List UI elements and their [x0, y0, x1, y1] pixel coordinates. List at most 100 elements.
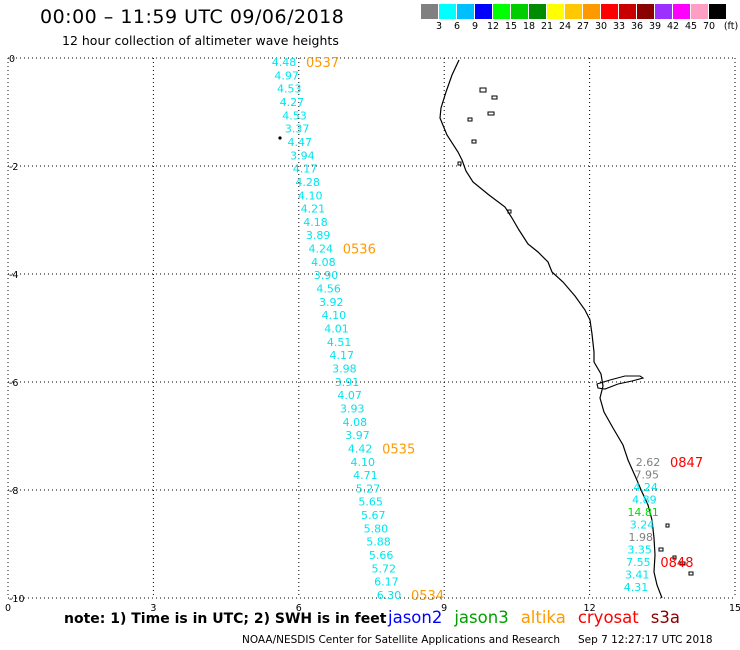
color-scale-tick: 6 — [453, 21, 461, 32]
color-swatch — [583, 4, 601, 19]
wave-height-label: 5.65 — [358, 496, 383, 509]
color-scale-tick: 36 — [630, 21, 644, 32]
wave-height-label: 3.41 — [625, 569, 650, 582]
credit-text: NOAA/NESDIS Center for Satellite Applica… — [242, 634, 560, 646]
color-swatch — [565, 4, 583, 19]
wave-height-label: 3.90 — [314, 269, 339, 282]
timestamp: Sep 7 12:27:17 UTC 2018 — [578, 634, 713, 646]
color-scale-tick: 30 — [594, 21, 608, 32]
wave-height-label: 4.10 — [298, 189, 323, 202]
small-island — [507, 209, 512, 214]
x-tick-label: 12 — [584, 603, 596, 614]
coastline — [439, 59, 663, 599]
wave-height-label: 6.17 — [374, 576, 399, 589]
x-tick-label: 15 — [729, 603, 740, 614]
color-scale-tick: 9 — [471, 21, 479, 32]
color-swatch — [511, 4, 529, 19]
wave-height-label: 5.66 — [369, 549, 394, 562]
small-island — [672, 555, 677, 560]
color-swatch — [637, 4, 655, 19]
color-scale-tick: 42 — [666, 21, 680, 32]
wave-height-label: 4.42 — [348, 442, 373, 455]
wave-height-label: 4.31 — [624, 581, 649, 594]
wave-height-label: 4.08 — [343, 416, 368, 429]
wave-height-label: 1.98 — [629, 531, 654, 544]
y-tick-label: -4 — [9, 270, 18, 281]
mission-legend-item: s3a — [650, 608, 680, 627]
wave-height-label: 4.17 — [330, 349, 355, 362]
color-swatch — [475, 4, 493, 19]
mission-legend-item: cryosat — [577, 608, 639, 627]
wave-height-label: 4.08 — [311, 256, 336, 269]
color-scale-tick: 15 — [504, 21, 518, 32]
footer: NOAA/NESDIS Center for Satellite Applica… — [242, 634, 713, 646]
pass-time-label: 0536 — [343, 243, 376, 258]
x-tick-label: 3 — [150, 603, 156, 614]
small-island — [457, 161, 462, 166]
color-scale-tick: 33 — [612, 21, 626, 32]
small-island — [467, 117, 473, 122]
pass-time-label: 0535 — [382, 442, 415, 457]
wave-height-label: 4.17 — [293, 163, 318, 176]
pass-time-label: 0537 — [306, 56, 339, 71]
color-scale-tick: 39 — [648, 21, 662, 32]
wave-height-label: 4.18 — [303, 216, 328, 229]
wave-height-label: 4.24 — [309, 243, 334, 256]
color-scale-unit: (ft) — [723, 21, 739, 32]
color-scale-tick: 70 — [702, 21, 716, 32]
small-island — [658, 547, 664, 552]
chart-subtitle: 12 hour collection of altimeter wave hei… — [62, 33, 339, 48]
x-tick-label: 0 — [5, 603, 11, 614]
color-scale-tick: 12 — [486, 21, 500, 32]
small-island — [491, 95, 498, 100]
wave-height-label: 4.10 — [322, 309, 347, 322]
wave-height-label: 2.62 — [636, 456, 661, 469]
small-island — [679, 561, 686, 566]
wave-height-label: 3.92 — [319, 296, 344, 309]
color-swatch — [439, 4, 457, 19]
wave-height-label: 7.95 — [635, 469, 660, 482]
wave-height-label: 4.48 — [272, 56, 297, 69]
chart-title: 00:00 – 11:59 UTC 09/06/2018 — [40, 6, 345, 28]
color-scale-tick: 45 — [684, 21, 698, 32]
color-swatch — [619, 4, 637, 19]
wave-height-label: 3.24 — [630, 519, 655, 532]
wave-height-label: 7.55 — [626, 556, 651, 569]
color-swatch — [655, 4, 673, 19]
x-tick-label: 9 — [441, 603, 447, 614]
wave-height-label: 4.53 — [282, 109, 307, 122]
map-axes: 0 3 6 9 12 15 0 -2 -4 -6 -8 -10 — [5, 54, 740, 614]
color-swatch — [421, 4, 439, 19]
wave-height-label: 3.97 — [345, 429, 370, 442]
wave-height-label: 5.88 — [366, 536, 391, 549]
wave-height-label: 4.10 — [351, 456, 376, 469]
pass-time-label: 0534 — [411, 589, 444, 604]
wave-height-label: 4.56 — [316, 283, 341, 296]
pass-time-label: 0847 — [670, 456, 703, 471]
mission-legend: jason2 jason3 altika cryosat s3a — [388, 608, 692, 627]
y-tick-label: 0 — [9, 54, 15, 65]
color-scale-tick: 24 — [558, 21, 572, 32]
altimeter-pass-right: 2.627.954.244.8914.813.241.983.357.553.4… — [624, 456, 703, 594]
color-scale-tick: 3 — [435, 21, 443, 32]
wave-height-label: 4.01 — [324, 323, 349, 336]
color-swatch — [493, 4, 511, 19]
color-swatch — [457, 4, 475, 19]
wave-height-label: 6.30 — [377, 589, 402, 602]
color-scale-tick: 18 — [522, 21, 536, 32]
wave-height-label: 3.93 — [340, 402, 365, 415]
small-island — [471, 139, 477, 144]
track-start-marker — [278, 136, 282, 140]
color-swatch — [673, 4, 691, 19]
mission-legend-item: jason3 — [454, 608, 509, 627]
note-text: note: 1) Time is in UTC; 2) SWH is in fe… — [64, 611, 387, 627]
color-scale-tick: 21 — [540, 21, 554, 32]
y-tick-label: -2 — [9, 162, 18, 173]
wave-height-label: 4.47 — [288, 136, 313, 149]
x-tick-label: 6 — [296, 603, 302, 614]
color-swatch — [529, 4, 547, 19]
wave-height-label: 5.80 — [364, 522, 389, 535]
color-swatch — [709, 4, 727, 19]
wave-height-label: 4.53 — [277, 83, 302, 96]
